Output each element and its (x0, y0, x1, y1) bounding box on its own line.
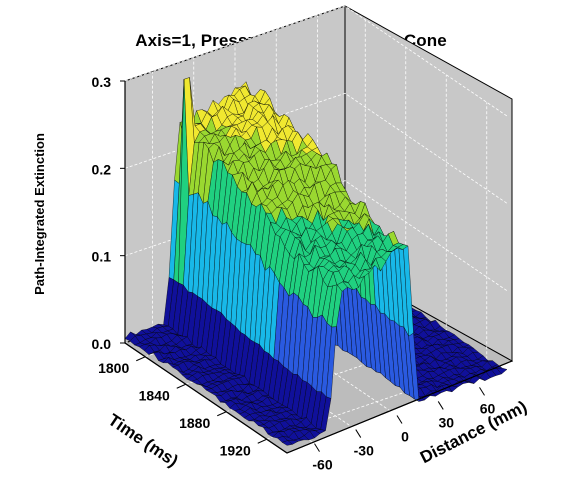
z-axis-label: Path-Integrated Extinction (32, 133, 47, 295)
y-gridline-floor (266, 363, 487, 440)
time-tick-label: 1880 (179, 415, 210, 431)
distance-tick (396, 415, 403, 424)
distance-tick-label: -30 (354, 443, 374, 459)
distance-tick-label: 30 (438, 414, 454, 430)
time-tick (136, 356, 146, 362)
distance-tick-label: 0 (401, 429, 409, 445)
surface-mesh (124, 77, 508, 446)
distance-tick-label: 60 (480, 400, 496, 416)
z-tick-label: 0.3 (92, 74, 112, 90)
surface-cell (281, 440, 293, 446)
distance-tick (479, 387, 485, 396)
z-tick-label: 0.0 (92, 336, 112, 352)
time-axis-label: Time (ms) (105, 410, 182, 470)
z-gridline (124, 5, 508, 117)
distance-axis-label: Distance (mm) (417, 397, 530, 467)
z-tick-label: 0.2 (92, 161, 112, 177)
time-tick (176, 383, 186, 389)
time-tick (257, 438, 267, 444)
time-tick-label: 1920 (220, 442, 251, 458)
distance-tick (437, 401, 444, 410)
time-axis-line (124, 342, 288, 454)
z-tick-label: 0.1 (92, 249, 112, 265)
y-gridline-floor (226, 336, 447, 413)
distance-tick (314, 443, 320, 452)
time-tick-label: 1800 (98, 360, 129, 376)
distance-tick (355, 429, 362, 438)
distance-tick-label: -60 (312, 457, 332, 473)
time-tick (217, 411, 227, 417)
distance-axis-line (286, 360, 513, 454)
time-tick-label: 1840 (139, 387, 170, 403)
